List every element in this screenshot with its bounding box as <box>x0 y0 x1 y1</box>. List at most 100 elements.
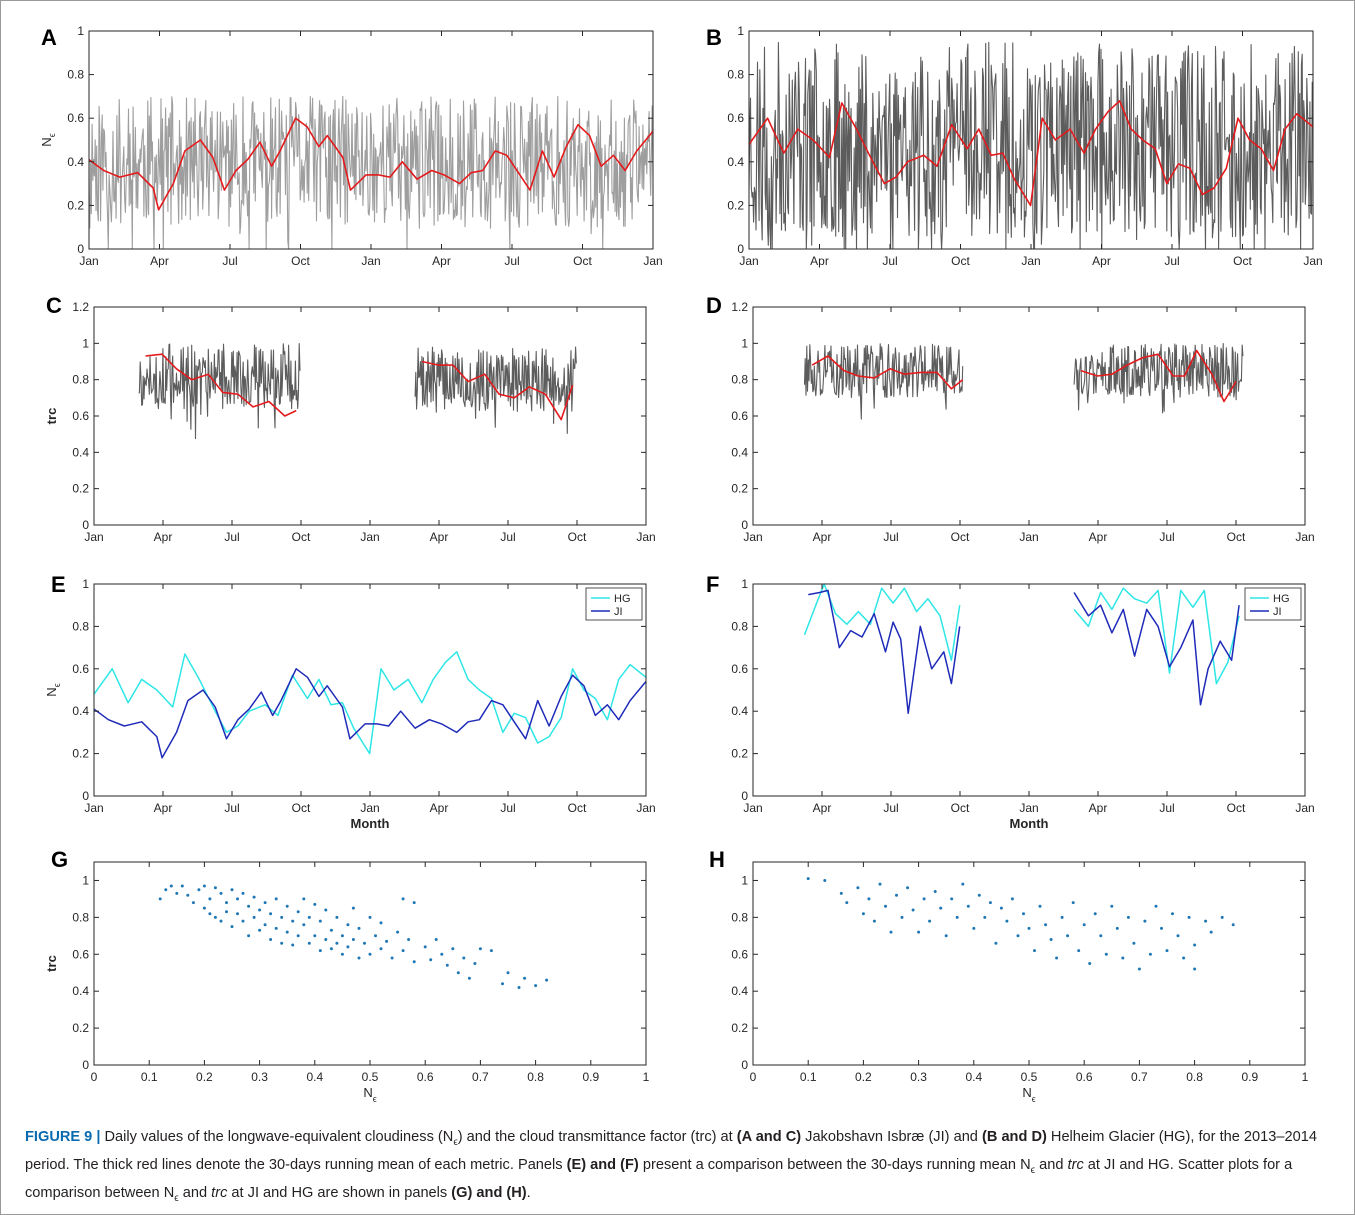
scatter-point <box>302 923 306 927</box>
data-layer <box>803 583 1240 715</box>
x-tick-label: 0.9 <box>1241 1070 1258 1084</box>
y-tick-label: 0.8 <box>731 373 748 387</box>
scatter-point <box>241 891 245 895</box>
data-layer <box>803 343 1244 420</box>
scatter-point <box>1027 926 1031 930</box>
scatter-point <box>1132 941 1136 945</box>
running-mean-line <box>421 360 574 421</box>
scatter-point <box>230 925 234 929</box>
x-tick-label: Oct <box>951 801 970 815</box>
scatter-point <box>363 941 366 945</box>
scatter-point <box>1110 904 1114 908</box>
scatter-point <box>517 986 521 989</box>
scatter-point <box>523 976 527 980</box>
scatter-point <box>412 960 416 964</box>
scatter-point <box>318 919 322 923</box>
x-axis-label: Month <box>1010 816 1049 831</box>
scatter-point <box>1005 919 1009 923</box>
scatter-point <box>1022 912 1025 916</box>
panel-letter-c: C <box>46 293 62 318</box>
scatter-point <box>164 888 168 892</box>
x-tick-label: 0.7 <box>1131 1070 1148 1084</box>
scatter-point <box>506 971 510 975</box>
y-tick-label: 0.4 <box>731 445 748 459</box>
panel-letter-b: B <box>706 25 722 50</box>
x-tick-label: Apr <box>430 801 449 815</box>
x-tick-label: Jul <box>222 254 237 268</box>
scatter-point <box>335 915 339 919</box>
y-tick-label: 0.2 <box>731 482 748 496</box>
x-tick-label: 0.8 <box>1186 1070 1203 1084</box>
scatter-point <box>313 934 317 938</box>
scatter-point <box>401 897 405 901</box>
scatter-point <box>225 910 228 914</box>
x-tick-label: Oct <box>568 801 587 815</box>
scatter-point <box>213 886 217 890</box>
axes-box <box>752 583 1306 797</box>
daily-series-line <box>749 41 1313 249</box>
daily-series-line <box>414 346 577 434</box>
y-axis-label: Nϵ <box>39 133 57 146</box>
data-layer <box>806 877 1235 971</box>
caption-part: (E) and (F) <box>566 1156 639 1173</box>
y-tick-label: 0.6 <box>72 409 89 423</box>
running-mean-line <box>89 117 653 211</box>
scatter-point <box>950 897 954 901</box>
scatter-point <box>1220 915 1224 919</box>
x-tick-label: Jan <box>84 530 103 544</box>
scatter-point <box>1171 912 1174 916</box>
scatter-point <box>961 882 965 886</box>
scatter-point <box>895 893 898 897</box>
x-tick-label: Apr <box>150 254 169 268</box>
series-line-ji <box>808 589 961 715</box>
x-tick-label: 0.5 <box>362 1070 379 1084</box>
x-tick-label: 0.7 <box>472 1070 489 1084</box>
scatter-point <box>357 956 361 960</box>
scatter-point <box>1055 956 1059 960</box>
x-tick-label: Jan <box>643 254 662 268</box>
scatter-point <box>296 910 300 914</box>
scatter-point <box>1033 949 1036 953</box>
y-tick-label: 0 <box>737 242 744 256</box>
x-tick-label: 0.4 <box>965 1070 982 1084</box>
x-tick-label: Jan <box>1021 254 1040 268</box>
scatter-point <box>340 934 344 938</box>
scatter-point <box>489 949 493 953</box>
scatter-point <box>241 919 245 923</box>
y-tick-label: 0 <box>82 518 89 532</box>
x-tick-label: 0.2 <box>196 1070 213 1084</box>
panel-a: A 0 0.2 0.4 0.6 0.8 1 Jan Apr Jul Oct Jan Apr Jul Oct J… <box>39 24 663 268</box>
panel-letter-a: A <box>41 25 57 50</box>
x-tick-label: Jan <box>1019 801 1038 815</box>
y-axis-label: Nϵ <box>44 683 62 696</box>
scatter-point <box>1082 923 1086 927</box>
caption-part: Helheim Glacier (HG), for the 2013–2014 … <box>25 1129 1317 1173</box>
x-tick-label: Oct <box>568 530 587 544</box>
scatter-point <box>1143 919 1147 923</box>
panel-letter-g: G <box>51 847 68 872</box>
y-tick-label: 0.6 <box>72 947 89 961</box>
y-tick-label: 0 <box>741 789 748 803</box>
y-tick-label: 0.8 <box>72 910 89 924</box>
panel-h: H 0 0.2 0.4 0.6 0.8 1 0 0.1 0.2 0.3 0.4 0.5 0.6 0.7 0.8… <box>709 847 1309 1104</box>
x-tick-label: 0.1 <box>141 1070 158 1084</box>
scatter-point <box>1193 967 1197 971</box>
caption-part: Jakobshavn Isbræ (JI) and <box>801 1129 982 1145</box>
caption-part: . <box>526 1184 531 1201</box>
scatter-point <box>900 915 904 919</box>
x-tick-label: Apr <box>154 530 173 544</box>
scatter-point <box>1044 923 1048 927</box>
figure-caption: FIGURE 9 | Daily values of the longwave-… <box>25 1126 1325 1210</box>
scatter-point <box>1077 949 1081 953</box>
x-tick-label: Jan <box>1303 254 1322 268</box>
y-tick-label: 0.6 <box>731 409 748 423</box>
scatter-point <box>318 949 322 953</box>
x-tick-label: 0.8 <box>527 1070 544 1084</box>
scatter-point <box>456 971 460 975</box>
y-tick-label: 0.8 <box>72 373 89 387</box>
caption-part: at JI and HG. Scatter plots for a compar… <box>25 1156 1293 1201</box>
x-tick-label: Apr <box>813 801 832 815</box>
scatter-point <box>928 919 932 923</box>
panel-letter-h: H <box>709 847 725 872</box>
